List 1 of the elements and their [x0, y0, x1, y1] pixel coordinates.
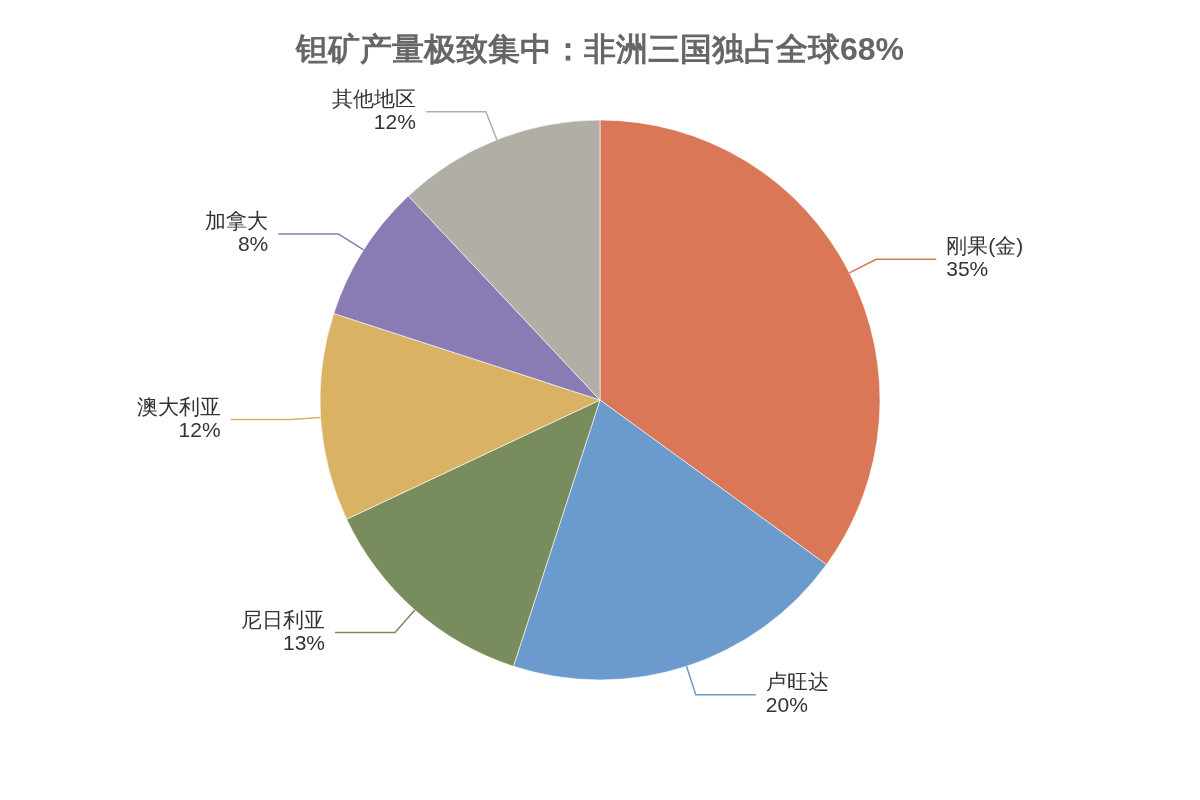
title: 钽矿产量极致集中：非洲三国独占全球68% [296, 31, 904, 68]
